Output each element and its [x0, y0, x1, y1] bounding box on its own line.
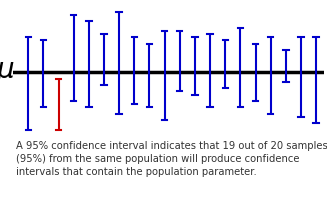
- Text: A 95% confidence interval indicates that 19 out of 20 samples
(95%) from the sam: A 95% confidence interval indicates that…: [16, 141, 327, 177]
- Text: $\mu$: $\mu$: [0, 59, 15, 86]
